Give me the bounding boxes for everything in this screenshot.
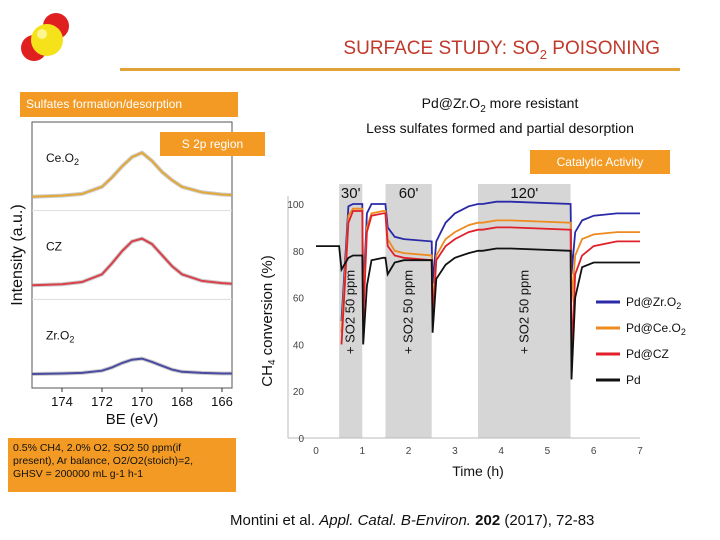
sulfates-label-box: Sulfates formation/desorption <box>20 92 238 117</box>
xps-xtick-label: 174 <box>51 394 73 409</box>
pd-zro2-note: Pd@Zr.O2 more resistant Less sulfates fo… <box>310 94 690 138</box>
legend-label-pd: Pd <box>626 373 641 387</box>
activity-ytick-label: 60 <box>293 294 305 305</box>
so2-window-duration-label: 60' <box>399 185 419 202</box>
so2-window-vlabel: + SO2 50 ppm <box>516 270 531 354</box>
title-divider <box>120 68 680 71</box>
xps-panel-label: CZ <box>46 240 62 254</box>
xps-panel-label: Zr.O2 <box>46 328 74 344</box>
activity-series-pd <box>316 245 640 380</box>
catalytic-activity-label-box: Catalytic Activity <box>530 150 670 174</box>
conditions-line1: 0.5% CH4, 2.0% O2, SO2 50 ppm(if <box>13 442 182 454</box>
so2-window-3 <box>478 184 571 438</box>
conditions-line3: GHSV = 200000 mL g-1 h-1 <box>13 468 144 480</box>
activity-ytick-label: 0 <box>298 434 304 445</box>
so2-window-duration-label: 30' <box>341 185 361 202</box>
activity-chart: 30' + SO2 50 ppm 60' + SO2 50 ppm 120' + SO2 … <box>259 184 686 479</box>
activity-xtick-label: 4 <box>498 446 504 457</box>
pd-note-line2: Less sulfates formed and partial desorpt… <box>366 119 634 136</box>
so2-window-vlabel: + SO2 50 ppm <box>343 270 358 354</box>
activity-xtick-label: 0 <box>313 446 319 457</box>
activity-series-pd-cz <box>340 210 640 357</box>
s2p-region-label-box: S 2p region <box>160 132 265 156</box>
activity-xtick-label: 3 <box>452 446 458 457</box>
activity-ytick-label: 80 <box>293 247 305 258</box>
so2-window-vlabel: + SO2 50 ppm <box>401 270 416 354</box>
xps-xtick-label: 168 <box>171 394 193 409</box>
activity-ytick-label: 100 <box>287 200 304 211</box>
activity-xtick-label: 5 <box>545 446 551 457</box>
activity-xtick-label: 1 <box>360 446 366 457</box>
activity-xlabel: Time (h) <box>452 463 504 479</box>
xps-panel-label: Ce.O2 <box>46 151 79 167</box>
so2-molecule-icon <box>21 13 69 61</box>
xps-line-ceo2 <box>31 151 233 198</box>
slide-title: SURFACE STUDY: SO2 POISONING <box>343 38 660 62</box>
so2-window-duration-label: 120' <box>510 185 538 202</box>
legend-label-pd-cz: Pd@CZ <box>626 347 669 361</box>
xps-xtick-label: 166 <box>211 394 233 409</box>
activity-ytick-label: 40 <box>293 340 305 351</box>
activity-xtick-label: 7 <box>637 446 643 457</box>
conditions-line2: present), Ar balance, O2/O2(stoich)=2, <box>13 455 194 467</box>
legend-label-pd-zro2: Pd@Zr.O2 <box>626 295 681 311</box>
xps-ylabel: Intensity (a.u.) <box>9 204 26 305</box>
legend-label-pd-ceo2: Pd@Ce.O2 <box>626 321 686 337</box>
so2-window-2 <box>385 184 432 438</box>
xps-chart: Ce.O2 CZ Zr.O2 174 172 170 168 166 BE (eV) Intens… <box>9 121 233 428</box>
activity-ytick-label: 20 <box>293 387 305 398</box>
xps-line-zro2 <box>31 357 232 375</box>
xps-frame <box>31 121 233 389</box>
activity-ylabel: CH4 conversion (%) <box>259 255 278 386</box>
xps-xlabel: BE (eV) <box>106 411 159 428</box>
citation: Montini et al. Appl. Catal. B-Environ. 2… <box>230 512 595 529</box>
pd-note-line1: Pd@Zr.O2 more resistant <box>421 95 579 115</box>
conditions-box: 0.5% CH4, 2.0% O2, SO2 50 ppm(if present… <box>8 438 236 492</box>
activity-xtick-label: 6 <box>591 446 597 457</box>
activity-xtick-label: 2 <box>406 446 412 457</box>
xps-line-cz <box>31 237 233 287</box>
xps-xtick-label: 172 <box>91 394 113 409</box>
xps-xtick-label: 170 <box>131 394 153 409</box>
so2-window-1 <box>339 184 363 438</box>
